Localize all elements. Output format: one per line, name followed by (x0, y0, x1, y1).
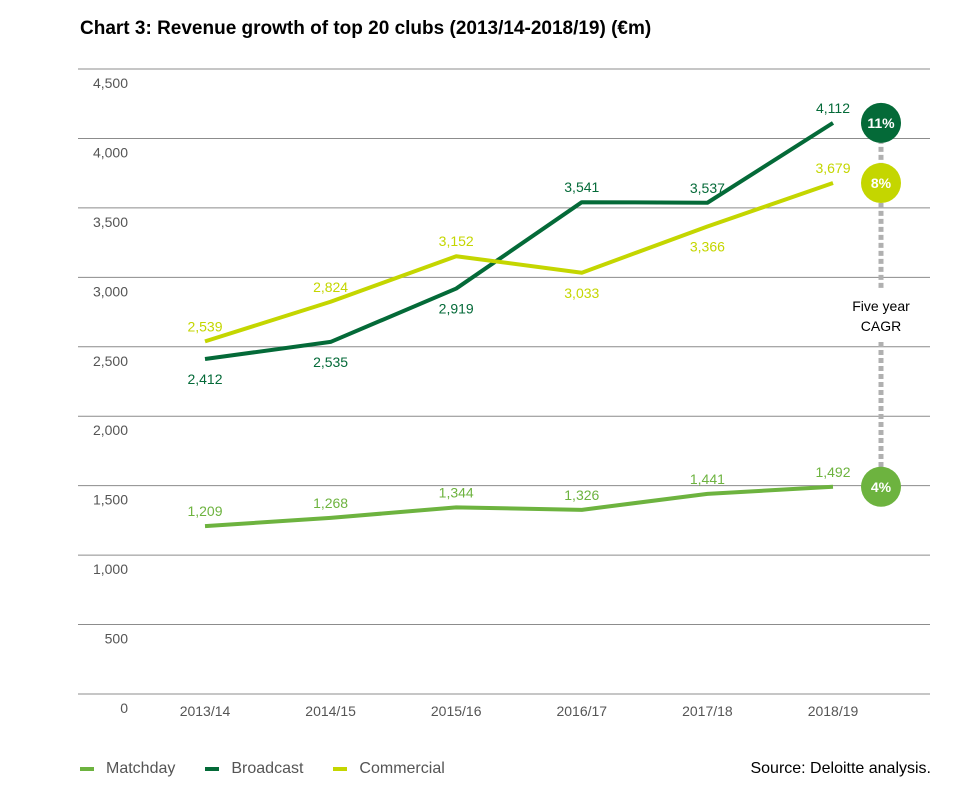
x-tick-label: 2018/19 (808, 703, 859, 719)
y-tick-label: 1,500 (93, 492, 128, 508)
commercial-data-label: 3,679 (815, 160, 850, 176)
matchday-cagr-badge: 4% (861, 466, 901, 507)
broadcast-data-label: 3,537 (690, 180, 725, 196)
legend-item-matchday: Matchday (80, 760, 175, 778)
commercial-data-label: 3,366 (690, 239, 725, 255)
line-chart: 0 500 1,000 1,500 2,000 2,500 3,000 3,500 4,000 4… (78, 68, 930, 719)
cagr-label: CAGR (861, 318, 901, 334)
legend-label-broadcast: Broadcast (231, 760, 304, 777)
x-tick-label: 2016/17 (556, 703, 607, 719)
x-axis-ticks: 2013/14 2014/15 2015/16 2016/17 2017/18 2018/… (180, 703, 859, 719)
source-note: Source: Deloitte analysis. (750, 760, 931, 777)
matchday-line (204, 484, 834, 529)
cagr-connector: Five year CAGR (852, 122, 910, 487)
data-labels: 1,209 1,268 1,344 1,326 1,441 1,492 2,412 2,535… (187, 100, 850, 519)
y-tick-label: 4,500 (93, 75, 128, 91)
broadcast-cagr-badge: 11% (861, 102, 901, 143)
broadcast-data-label: 2,919 (439, 301, 474, 317)
x-tick-label: 2014/15 (305, 703, 356, 719)
broadcast-data-label: 4,112 (816, 100, 850, 116)
broadcast-line (204, 121, 835, 361)
broadcast-cagr-value: 11% (867, 115, 895, 131)
legend: Matchday Broadcast Commercial (80, 760, 475, 778)
cagr-badges: 4% 11% 8% (861, 102, 901, 507)
y-tick-label: 2,500 (93, 353, 128, 369)
commercial-data-label: 2,539 (187, 318, 222, 334)
series-lines (204, 121, 835, 529)
matchday-data-label: 1,326 (564, 487, 599, 503)
commercial-data-label: 3,152 (439, 233, 474, 249)
matchday-cagr-value: 4% (871, 479, 892, 495)
broadcast-data-label: 3,541 (564, 179, 599, 195)
y-tick-label: 2,000 (93, 422, 128, 438)
legend-label-matchday: Matchday (106, 760, 176, 777)
matchday-data-label: 1,268 (313, 495, 348, 511)
matchday-data-label: 1,492 (815, 464, 850, 480)
commercial-data-label: 2,824 (313, 279, 348, 295)
y-tick-label: 4,000 (93, 144, 128, 160)
chart-title: Chart 3: Revenue growth of top 20 clubs … (80, 18, 652, 39)
x-tick-label: 2013/14 (180, 703, 231, 719)
x-tick-label: 2017/18 (682, 703, 733, 719)
matchday-cagr-circle (861, 466, 901, 507)
matchday-data-label: 1,441 (690, 471, 725, 487)
legend-swatch-matchday (80, 767, 94, 771)
commercial-line (204, 181, 834, 344)
matchday-data-label: 1,209 (187, 503, 222, 519)
broadcast-data-label: 2,535 (313, 354, 348, 370)
matchday-data-label: 1,344 (439, 484, 474, 500)
broadcast-cagr-circle (861, 102, 901, 143)
y-axis-ticks: 0 500 1,000 1,500 2,000 2,500 3,000 3,500 4,000 4… (93, 75, 128, 716)
legend-swatch-commercial (333, 767, 348, 771)
y-tick-label: 3,000 (93, 283, 128, 299)
legend-item-commercial: Commercial (333, 760, 445, 778)
y-tick-label: 1,000 (93, 561, 128, 577)
legend-label-commercial: Commercial (359, 760, 445, 777)
legend-swatch-broadcast (205, 767, 220, 771)
y-tick-label: 0 (120, 700, 128, 716)
commercial-data-label: 3,033 (564, 285, 599, 301)
broadcast-data-label: 2,412 (187, 371, 222, 387)
gridlines (78, 68, 930, 695)
commercial-cagr-circle (861, 163, 901, 204)
commercial-cagr-badge: 8% (861, 163, 901, 204)
y-tick-label: 500 (105, 631, 129, 647)
commercial-cagr-value: 8% (871, 175, 892, 191)
x-tick-label: 2015/16 (431, 703, 482, 719)
legend-item-broadcast: Broadcast (205, 760, 303, 778)
y-tick-label: 3,500 (93, 214, 128, 230)
cagr-label: Five year (852, 298, 910, 314)
